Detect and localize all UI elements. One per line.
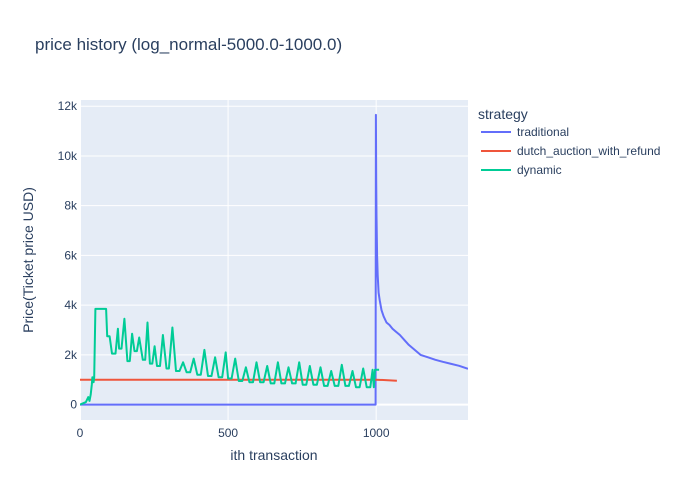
legend-label: dynamic bbox=[517, 163, 562, 177]
x-axis-ticks: 0 500 1000 bbox=[77, 426, 390, 440]
legend-label: dutch_auction_with_refund bbox=[517, 144, 660, 158]
legend-title: strategy bbox=[478, 106, 528, 122]
legend-item-traditional[interactable]: traditional bbox=[481, 125, 569, 139]
legend[interactable]: strategy traditional dutch_auction_with_r… bbox=[478, 106, 660, 177]
y-tick-label: 10k bbox=[58, 149, 78, 163]
series-line-dynamic bbox=[80, 307, 380, 406]
y-tick-label: 0 bbox=[70, 398, 77, 412]
series-line-traditional bbox=[80, 113, 468, 406]
legend-item-dynamic[interactable]: dynamic bbox=[481, 163, 562, 177]
y-tick-label: 6k bbox=[64, 248, 78, 262]
y-tick-label: 8k bbox=[64, 199, 78, 213]
series-line-dutch-auction-with-refund bbox=[80, 378, 397, 382]
plot-area bbox=[80, 100, 468, 420]
x-axis-title: ith transaction bbox=[230, 447, 317, 463]
y-tick-label: 12k bbox=[58, 99, 78, 113]
x-tick-label: 1000 bbox=[363, 426, 390, 440]
y-tick-label: 4k bbox=[64, 298, 78, 312]
x-tick-label: 0 bbox=[77, 426, 84, 440]
series-layer bbox=[80, 113, 468, 406]
x-tick-label: 500 bbox=[218, 426, 238, 440]
y-tick-label: 2k bbox=[64, 348, 78, 362]
chart-title: price history (log_normal-5000.0-1000.0) bbox=[35, 35, 342, 54]
legend-item-dutch-auction-with-refund[interactable]: dutch_auction_with_refund bbox=[481, 144, 660, 158]
legend-items[interactable]: traditional dutch_auction_with_refunddyna… bbox=[481, 125, 660, 177]
y-axis-ticks: 0 2k 4k 6k 8k 10k 12k bbox=[58, 99, 78, 411]
y-axis-title: Price(Ticket price USD) bbox=[20, 187, 36, 333]
legend-label: traditional bbox=[517, 125, 569, 139]
